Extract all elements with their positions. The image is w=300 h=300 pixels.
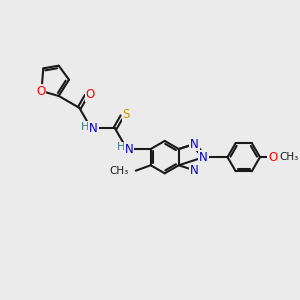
Text: S: S — [123, 108, 130, 122]
Text: H: H — [81, 122, 89, 132]
Text: O: O — [36, 85, 45, 98]
Text: N: N — [125, 142, 134, 155]
Text: N: N — [200, 151, 208, 164]
Text: O: O — [86, 88, 95, 101]
Text: CH₃: CH₃ — [280, 152, 299, 162]
Text: N: N — [89, 122, 98, 135]
Text: H: H — [117, 142, 125, 152]
Text: N: N — [190, 137, 199, 151]
Text: CH₃: CH₃ — [109, 166, 128, 176]
Text: O: O — [268, 151, 277, 164]
Text: N: N — [190, 164, 199, 177]
